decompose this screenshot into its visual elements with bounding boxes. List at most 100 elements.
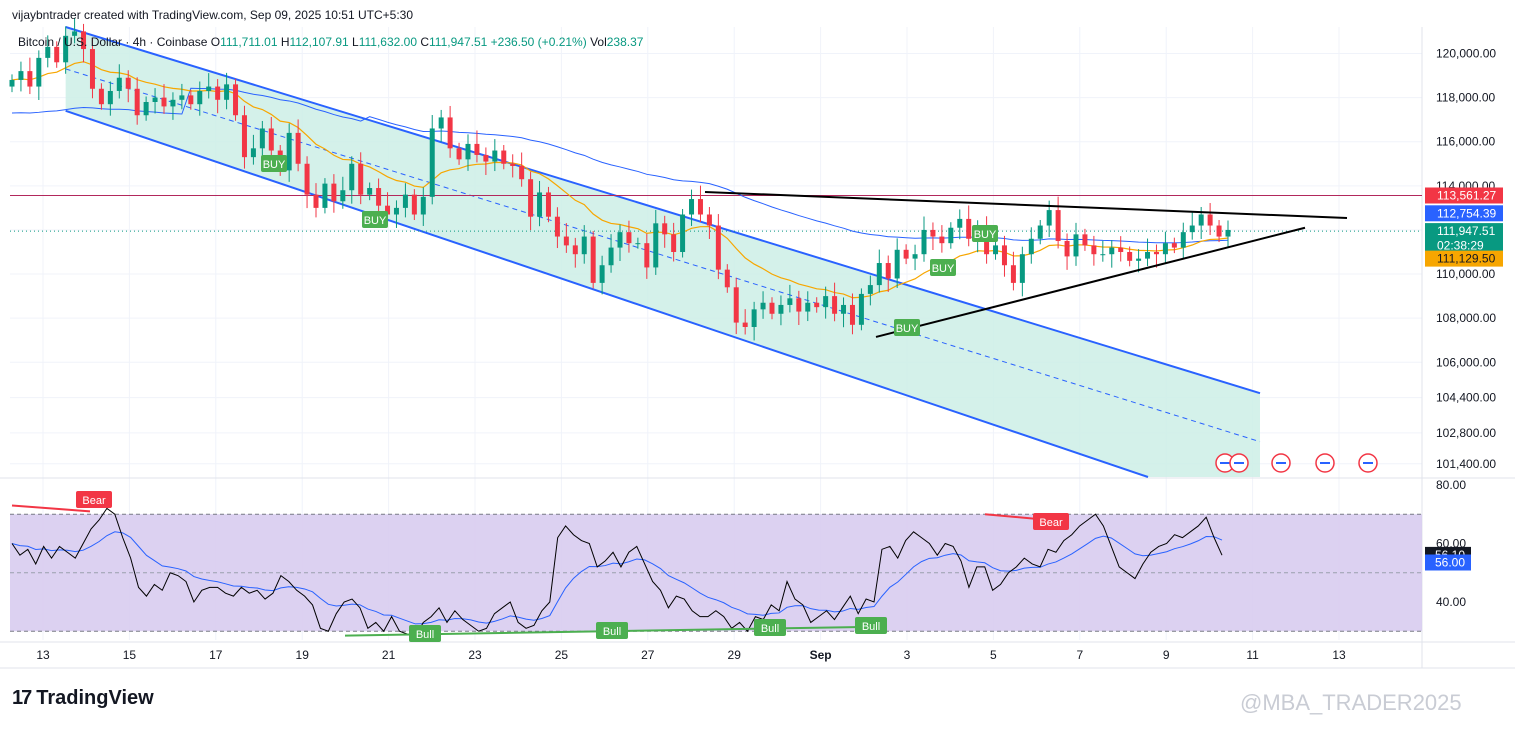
- candle-body: [107, 90, 113, 105]
- candle-body: [724, 269, 730, 288]
- price-axis-tick: 118,000.00: [1436, 91, 1495, 105]
- candle-body: [63, 35, 69, 63]
- candle-body: [823, 296, 829, 308]
- candle-body: [966, 218, 972, 239]
- candle-body: [18, 71, 24, 80]
- candle-body: [447, 117, 453, 149]
- candle-body: [778, 304, 784, 314]
- candle-body: [474, 143, 480, 155]
- price-tag-label: 111,129.50: [1437, 252, 1496, 266]
- time-axis-tick: 17: [209, 648, 223, 662]
- candle-body: [188, 95, 194, 105]
- candle-body: [170, 99, 176, 107]
- candle-body: [644, 243, 650, 268]
- symbol-name: Bitcoin / U.S. Dollar · 4h · Coinbase: [18, 35, 208, 49]
- candle-body: [206, 86, 212, 91]
- candle-body: [858, 293, 864, 325]
- close-value: 111,947.51: [429, 35, 488, 49]
- candle-body: [179, 95, 185, 100]
- candle-body: [814, 302, 820, 308]
- rsi-tag-label: 56.00: [1435, 556, 1465, 570]
- price-tag-badge: [1425, 237, 1503, 254]
- candle-body: [993, 245, 999, 255]
- candle-body: [331, 183, 337, 202]
- buy-signal-label: BUY: [364, 215, 387, 227]
- bull-signal-label: Bull: [603, 626, 621, 638]
- candle-body: [885, 263, 891, 279]
- buy-signal-badge: [972, 225, 998, 242]
- candle-body: [921, 229, 927, 255]
- bull-signal-badge: [754, 619, 786, 636]
- attribution-text: vijaybntrader created with TradingView.c…: [12, 8, 414, 22]
- candle-body: [1225, 229, 1231, 237]
- symbol-legend: Bitcoin / U.S. Dollar · 4h · Coinbase O1…: [18, 35, 643, 49]
- buy-signal-label: BUY: [263, 159, 286, 171]
- buy-signal-label: BUY: [974, 229, 997, 241]
- time-axis-tick: 29: [728, 648, 742, 662]
- bear-signal-label: Bear: [1039, 517, 1063, 529]
- price-axis-tick: 102,800.00: [1436, 426, 1496, 440]
- candle-body: [72, 31, 78, 36]
- candle-body: [1055, 210, 1061, 241]
- candle-body: [751, 309, 757, 327]
- candle-body: [957, 218, 963, 228]
- price-tag-label: 02:38:29: [1437, 238, 1484, 252]
- tradingview-logo-icon: 17: [12, 687, 32, 709]
- candle-body: [1180, 232, 1186, 248]
- triangle-upper-line: [704, 191, 1348, 220]
- time-axis-tick: 7: [1076, 648, 1083, 662]
- candle-body: [215, 86, 221, 100]
- price-tag-label: 111,947.51: [1437, 224, 1496, 238]
- ema-line: [11, 61, 1229, 299]
- time-axis-tick: 23: [468, 648, 482, 662]
- candle-body: [89, 49, 95, 89]
- bull-signal-badge: [409, 625, 441, 642]
- candle-body: [483, 154, 489, 162]
- candle-body: [241, 115, 247, 158]
- candle-body: [98, 88, 104, 105]
- time-axis-tick: 9: [1163, 648, 1170, 662]
- tradingview-brand[interactable]: 17 TradingView: [12, 687, 154, 710]
- time-axis-tick: 21: [382, 648, 396, 662]
- candle-body: [519, 165, 525, 180]
- channel-upper-line: [65, 26, 1261, 395]
- candle-body: [313, 194, 319, 208]
- candle-body: [1010, 265, 1016, 283]
- candle-body: [1028, 238, 1034, 255]
- candle-body: [429, 128, 435, 197]
- candle-body: [1153, 252, 1159, 255]
- rsi-axis-tick: 80.00: [1436, 478, 1466, 492]
- candle-body: [537, 192, 543, 217]
- candle-body: [1162, 243, 1168, 255]
- candle-body: [54, 46, 60, 63]
- change-value: +236.50 (+0.21%): [490, 35, 587, 49]
- channel-lower-line: [65, 109, 1149, 478]
- high-label: H: [280, 35, 290, 49]
- candle-body: [680, 214, 686, 252]
- candle-body: [1037, 225, 1043, 239]
- candle-body: [697, 199, 703, 215]
- candle-body: [706, 214, 712, 226]
- price-axis-tick: 101,400.00: [1436, 457, 1496, 471]
- candle-body: [233, 84, 239, 116]
- candle-body: [1046, 210, 1052, 226]
- low-label: L: [352, 35, 359, 49]
- candle-body: [1145, 252, 1151, 259]
- candle-body: [1189, 225, 1195, 233]
- candle-body: [948, 227, 954, 244]
- candle-body: [715, 225, 721, 270]
- candle-body: [402, 194, 408, 208]
- price-axis-tick: 120,000.00: [1436, 46, 1496, 60]
- candle-body: [563, 236, 569, 246]
- candle-body: [760, 302, 766, 310]
- candle-body: [36, 57, 42, 87]
- candle-body: [358, 163, 364, 195]
- buy-signal-badge: [894, 319, 920, 336]
- candle-body: [894, 249, 900, 279]
- candle-body: [912, 254, 918, 259]
- bear-signal-badge: [1033, 513, 1069, 530]
- time-axis-tick: 13: [36, 648, 50, 662]
- candle-body: [259, 128, 265, 149]
- price-tag-badge: [1425, 250, 1503, 267]
